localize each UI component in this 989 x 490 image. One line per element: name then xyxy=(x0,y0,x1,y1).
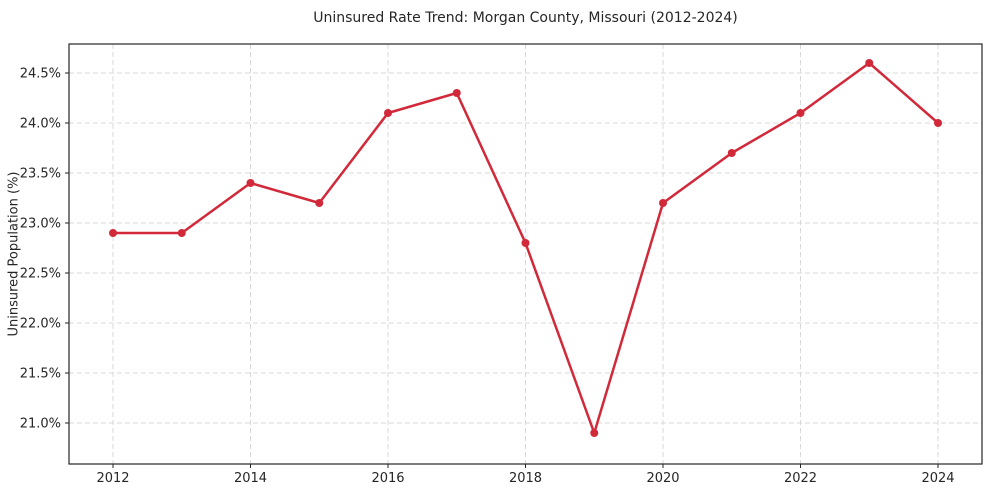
data-point-2017 xyxy=(452,89,461,97)
grid-layer xyxy=(69,44,982,464)
x-tick-label: 2022 xyxy=(784,471,817,486)
x-tick-label: 2020 xyxy=(646,471,679,486)
data-point-2023 xyxy=(865,59,874,67)
trend-series xyxy=(109,59,942,437)
axis-layer: 21.0% 21.5% 22.0% 22.5% 23.0% 23.5% 24.0% 24.5%… xyxy=(20,43,983,486)
y-tick-label: 22.5% xyxy=(20,267,61,282)
data-point-2016 xyxy=(384,109,392,117)
data-point-2012 xyxy=(109,229,117,237)
data-point-2024 xyxy=(934,119,942,127)
x-tick-label: 2018 xyxy=(509,471,542,486)
x-tick-label: 2012 xyxy=(96,471,129,486)
data-point-2013 xyxy=(177,229,186,237)
y-tick-label: 24.0% xyxy=(20,117,61,132)
chart-title: Uninsured Rate Trend: Morgan County, Mis… xyxy=(313,10,738,26)
y-tick-label: 24.5% xyxy=(20,67,61,82)
data-point-2019 xyxy=(590,429,599,437)
x-tick-label: 2024 xyxy=(921,471,954,486)
y-tick-label: 23.5% xyxy=(20,167,61,182)
data-point-2015 xyxy=(315,199,324,207)
data-point-2021 xyxy=(727,149,736,157)
x-tick-label: 2014 xyxy=(234,471,267,486)
data-point-2020 xyxy=(659,199,667,207)
y-tick-label: 21.0% xyxy=(20,417,61,432)
y-tick-label: 21.5% xyxy=(20,367,61,382)
data-point-2018 xyxy=(521,239,530,247)
y-tick-label: 22.0% xyxy=(20,317,61,332)
x-tick-label: 2016 xyxy=(371,471,404,486)
y-tick-label: 23.0% xyxy=(20,217,61,232)
data-point-2022 xyxy=(796,109,805,117)
data-point-2014 xyxy=(246,179,255,187)
